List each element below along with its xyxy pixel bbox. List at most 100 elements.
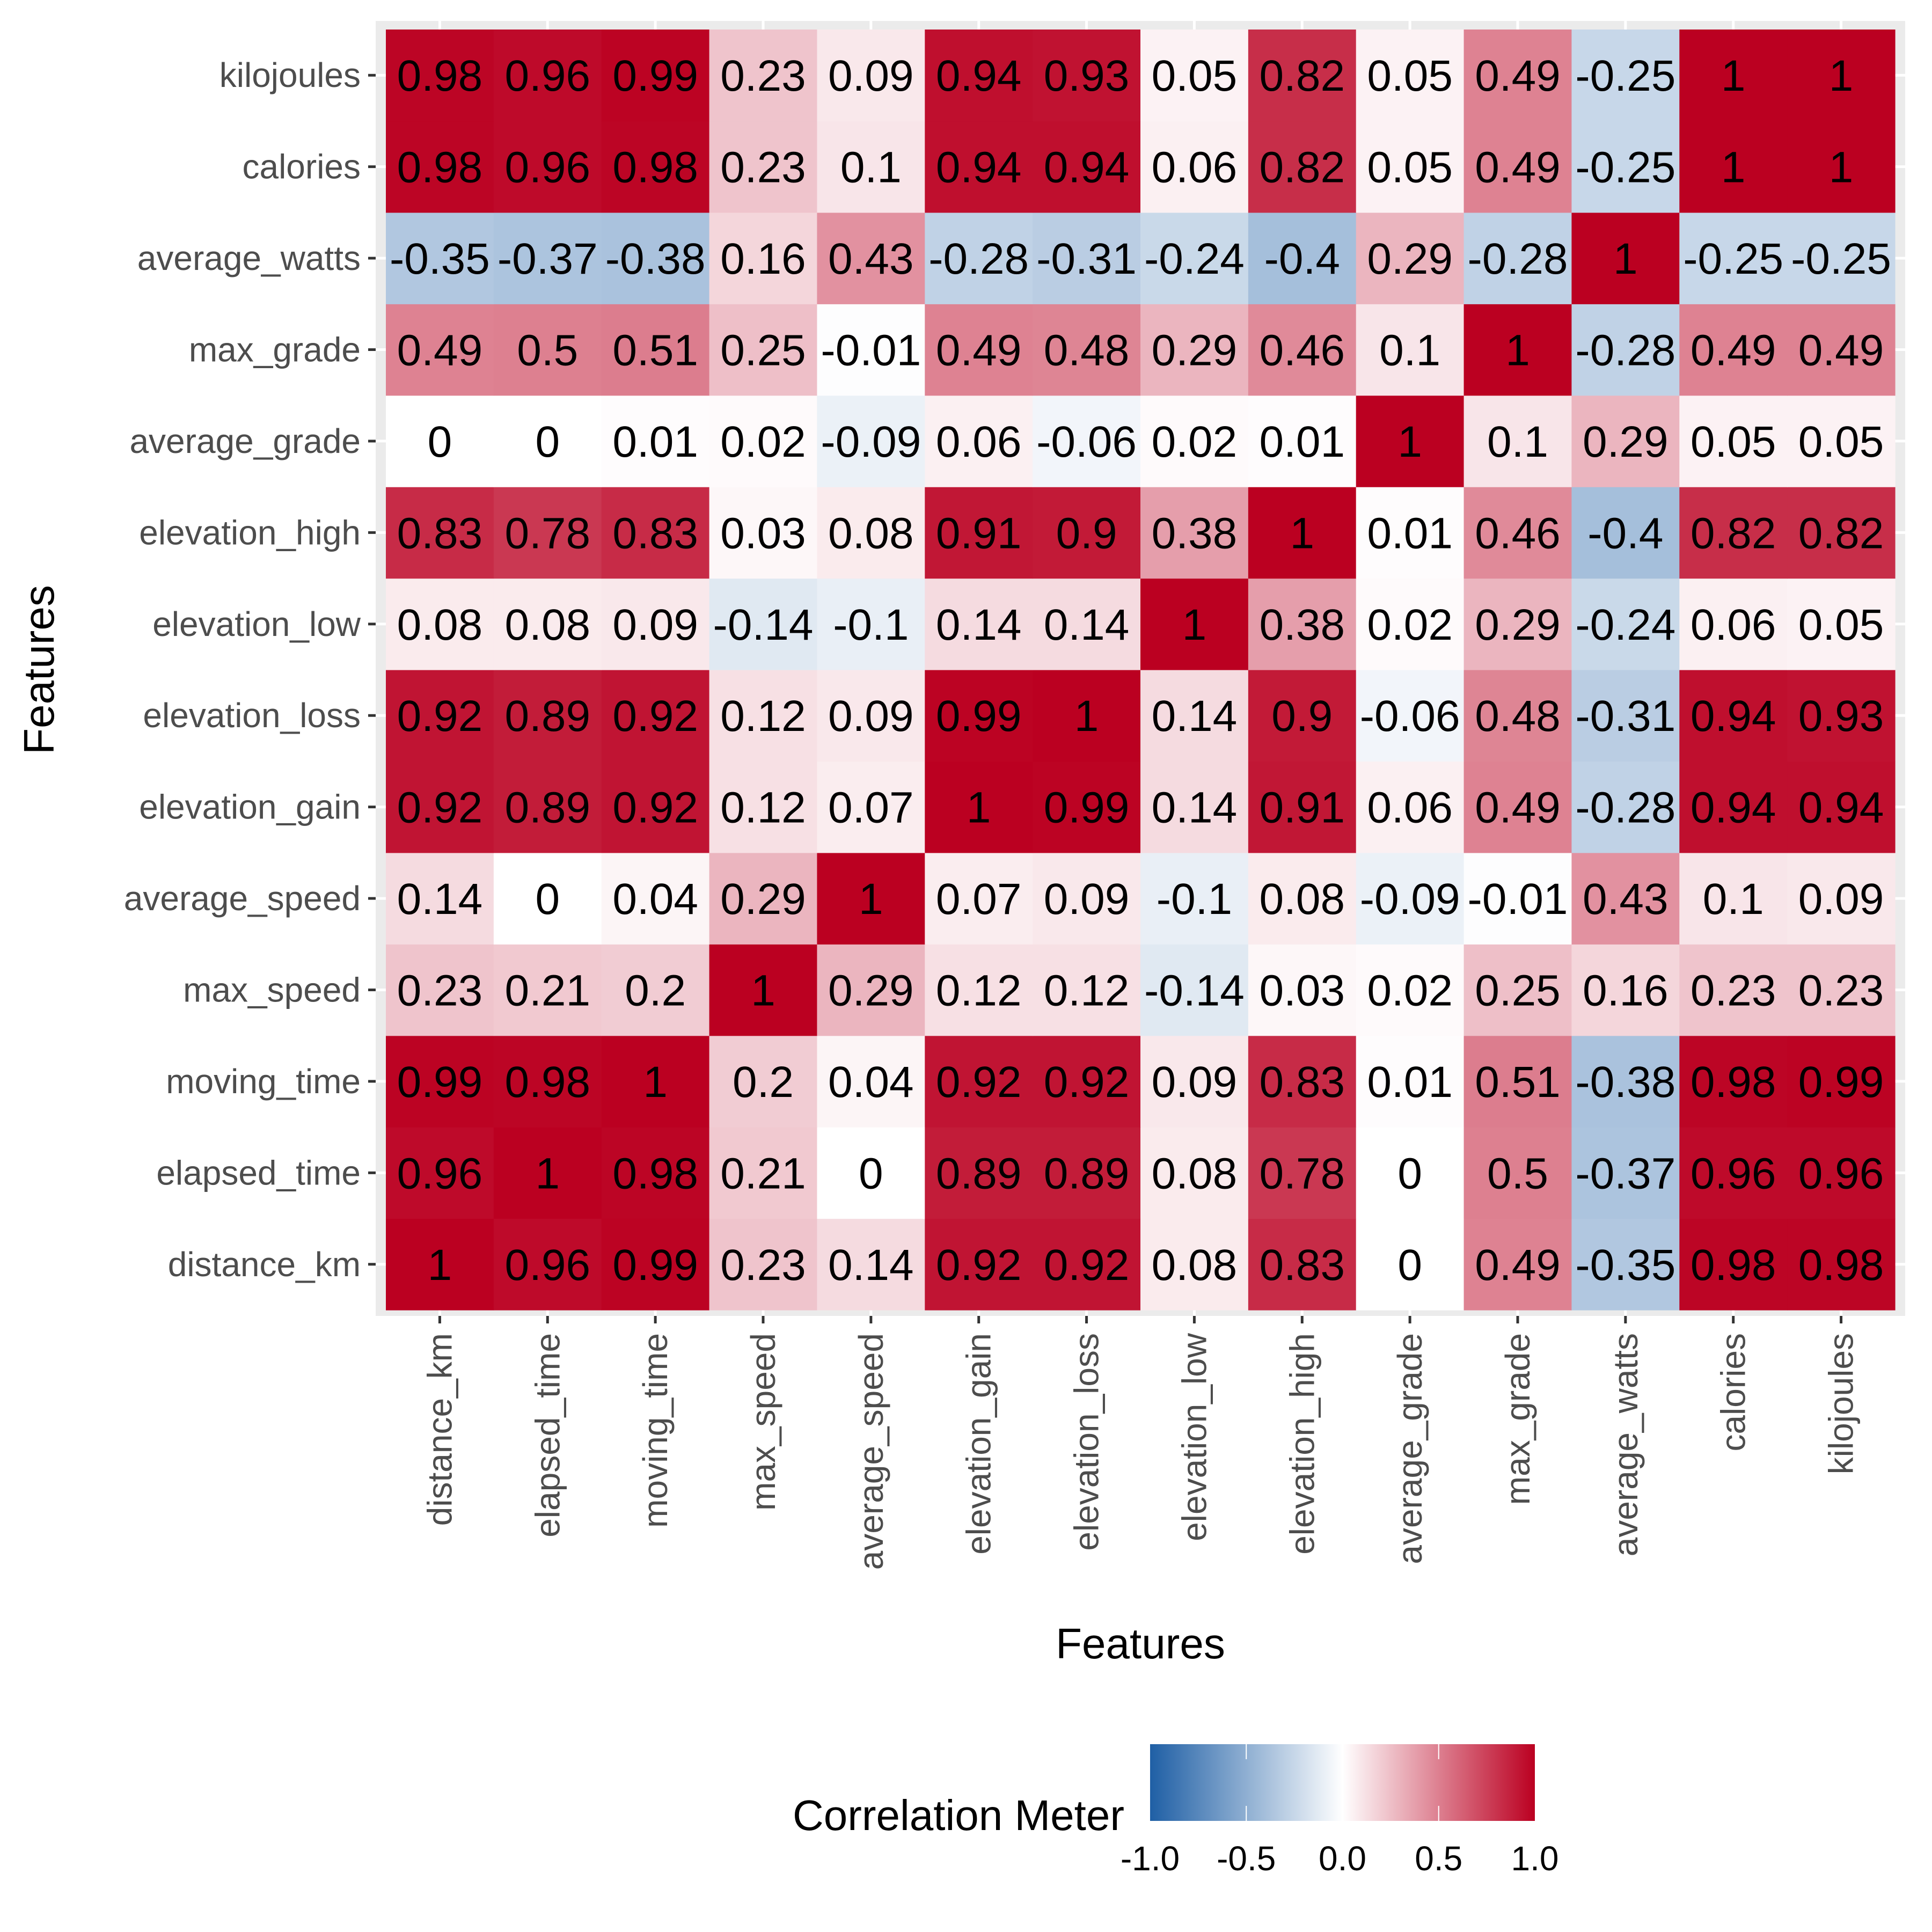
legend-tick-label: 1.0 xyxy=(1511,1839,1559,1878)
cell-value-label: 0.94 xyxy=(1044,143,1130,192)
heatmap-tile xyxy=(1463,1218,1572,1311)
cell-value-label: 0.09 xyxy=(1798,875,1884,924)
y-tick-label: calories xyxy=(242,148,361,186)
legend: Correlation Meter -1.0 -0.5 0.0 0.5 1.0 xyxy=(793,1744,1559,1878)
cell-value-label: 0.98 xyxy=(612,1149,698,1198)
heatmap-tile xyxy=(1679,944,1788,1036)
cell-value-label: 1 xyxy=(1721,52,1746,100)
heatmap-tile xyxy=(817,578,925,670)
heatmap-tile xyxy=(925,944,1033,1036)
heatmap-tile xyxy=(1787,1035,1896,1128)
heatmap-tile xyxy=(386,761,494,853)
cell-value-label: 0.91 xyxy=(1259,784,1345,832)
heatmap-tile xyxy=(1787,761,1896,853)
heatmap-tile xyxy=(1033,761,1141,853)
cell-value-label: 0.99 xyxy=(612,1241,698,1290)
heatmap-tile xyxy=(493,304,602,396)
cell-value-label: -0.24 xyxy=(1144,235,1245,283)
cell-value-label: 1 xyxy=(1182,601,1207,649)
x-tick-label: moving_time xyxy=(636,1333,675,1528)
heatmap-tile xyxy=(1679,395,1788,487)
heatmap-tile xyxy=(1248,212,1357,304)
heatmap-tile xyxy=(1140,395,1249,487)
cell-value-label: 0.5 xyxy=(1487,1149,1548,1198)
heatmap-tile xyxy=(601,761,710,853)
heatmap-tile xyxy=(1033,578,1141,670)
cell-value-label: 0.29 xyxy=(1475,601,1561,649)
cell-value-label: 0.1 xyxy=(1703,875,1764,924)
heatmap-tile xyxy=(601,944,710,1036)
y-axis: distance_km elapsed_time moving_time max_sp… xyxy=(124,56,376,1284)
cell-value-label: 0.94 xyxy=(1798,784,1884,832)
heatmap-tile xyxy=(1787,121,1896,213)
heatmap-tile xyxy=(601,304,710,396)
heatmap-tile xyxy=(1463,578,1572,670)
x-tick-label: elevation_gain xyxy=(960,1333,998,1555)
cell-value-label: -0.14 xyxy=(713,601,814,649)
heatmap-tile xyxy=(493,1218,602,1311)
cell-value-label: 0.05 xyxy=(1152,52,1238,100)
heatmap-tile xyxy=(493,852,602,945)
heatmap-tile xyxy=(817,487,925,579)
heatmap-tile xyxy=(1140,30,1249,122)
cell-value-label: 0 xyxy=(1397,1149,1422,1198)
cell-value-label: 0.06 xyxy=(1152,143,1238,192)
heatmap-tile xyxy=(1679,30,1788,122)
heatmap-tile xyxy=(601,212,710,304)
heatmap-tile xyxy=(709,1127,818,1219)
heatmap-tile xyxy=(1787,30,1896,122)
cell-value-label: 0.48 xyxy=(1475,692,1561,741)
cell-value-label: 0.82 xyxy=(1259,52,1345,100)
legend-title: Correlation Meter xyxy=(793,1791,1124,1839)
heatmap-tile xyxy=(1679,121,1788,213)
heatmap-tile xyxy=(1033,1035,1141,1128)
heatmap-tile xyxy=(1787,670,1896,762)
heatmap-tile xyxy=(1571,670,1680,762)
cell-value-label: 0.09 xyxy=(828,52,914,100)
cell-value-label: 1 xyxy=(1613,235,1638,283)
cell-value-label: -0.28 xyxy=(928,235,1029,283)
cell-value-label: 0 xyxy=(428,418,452,466)
cell-value-label: 0.93 xyxy=(1044,52,1130,100)
cell-value-label: 1 xyxy=(751,967,775,1015)
heatmap-tile xyxy=(1571,304,1680,396)
cell-value-label: 0.96 xyxy=(504,143,590,192)
heatmap-tile xyxy=(817,121,925,213)
heatmap-tile xyxy=(1679,1035,1788,1128)
cell-value-label: 0.1 xyxy=(1379,326,1440,375)
cell-value-label: 0.25 xyxy=(1475,967,1561,1015)
heatmap-tile xyxy=(493,578,602,670)
cell-value-label: -0.24 xyxy=(1575,601,1675,649)
heatmap-tile xyxy=(709,395,818,487)
heatmap-tile xyxy=(1248,30,1357,122)
cell-value-label: 1 xyxy=(1290,509,1314,558)
heatmap-tile xyxy=(1571,761,1680,853)
cell-value-label: -0.28 xyxy=(1468,235,1568,283)
heatmap-tile xyxy=(386,395,494,487)
cell-value-label: -0.37 xyxy=(1575,1149,1675,1198)
heatmap-tile xyxy=(817,944,925,1036)
cell-value-label: 0.02 xyxy=(720,418,806,466)
heatmap-tile xyxy=(709,852,818,945)
cell-value-label: 0.83 xyxy=(397,509,483,558)
cell-value-label: 0.23 xyxy=(397,967,483,1015)
heatmap-tile xyxy=(386,121,494,213)
cell-value-label: 1 xyxy=(535,1149,560,1198)
heatmap-tile xyxy=(1356,852,1465,945)
heatmap-tile xyxy=(925,852,1033,945)
cell-value-label: 0.43 xyxy=(1583,875,1668,924)
cell-value-label: 0.96 xyxy=(397,1149,483,1198)
y-tick-label: distance_km xyxy=(168,1245,361,1284)
heatmap-tile xyxy=(1248,670,1357,762)
cell-value-label: 0.02 xyxy=(1367,601,1453,649)
heatmap-tile xyxy=(709,1218,818,1311)
cell-value-label: -0.31 xyxy=(1036,235,1137,283)
cell-value-label: 0.07 xyxy=(828,784,914,832)
x-tick-label: elapsed_time xyxy=(528,1333,567,1538)
cell-value-label: 0.89 xyxy=(936,1149,1022,1198)
cell-value-label: 0.14 xyxy=(1044,601,1130,649)
cell-value-label: 0.2 xyxy=(733,1058,794,1107)
cell-value-label: 0.1 xyxy=(840,143,902,192)
cell-value-label: 0.92 xyxy=(936,1058,1022,1107)
heatmap-tile xyxy=(601,487,710,579)
